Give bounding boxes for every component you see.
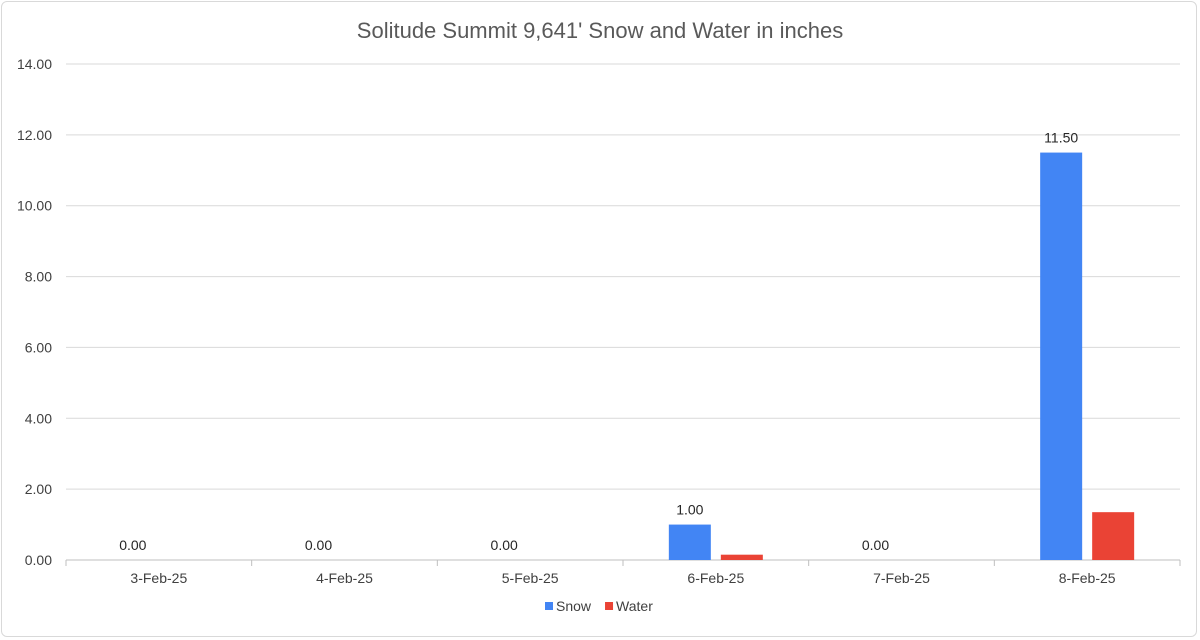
x-axis-categories: 3-Feb-25 4-Feb-25 5-Feb-25 6-Feb-25 7-Feb-25… [65, 560, 1181, 586]
legend-label-snow: Snow [556, 598, 592, 614]
x-category-label: 8-Feb-25 [1059, 570, 1116, 586]
x-category-label: 6-Feb-25 [687, 570, 744, 586]
y-tick-label: 14.00 [17, 56, 52, 72]
gridlines [66, 63, 1180, 561]
y-axis-ticks: 0.00 2.00 4.00 6.00 8.00 10.00 12.00 14.00 [17, 56, 52, 568]
data-label-snow: 1.00 [676, 502, 703, 518]
data-label-snow: 0.00 [862, 537, 889, 553]
legend-swatch-snow [545, 602, 553, 610]
data-label-snow: 11.50 [1044, 130, 1078, 146]
y-tick-label: 8.00 [25, 269, 52, 285]
data-label-snow: 0.00 [305, 537, 332, 553]
bar-water-5 [1092, 512, 1135, 560]
legend: Snow Water [545, 598, 653, 614]
x-category-label: 3-Feb-25 [130, 570, 187, 586]
chart-title: Solitude Summit 9,641' Snow and Water in… [357, 18, 843, 43]
legend-swatch-water [605, 602, 614, 610]
data-labels: 0.00 0.00 0.00 1.00 0.00 11.50 [119, 130, 1078, 553]
legend-label-water: Water [616, 598, 653, 614]
y-tick-label: 4.00 [25, 410, 52, 426]
y-tick-label: 12.00 [17, 127, 52, 143]
data-label-snow: 0.00 [119, 537, 146, 553]
x-category-label: 4-Feb-25 [316, 570, 373, 586]
bar-snow-5 [1040, 152, 1083, 561]
y-tick-label: 2.00 [25, 481, 52, 497]
bar-snow-3 [668, 524, 711, 560]
y-tick-label: 10.00 [17, 198, 52, 214]
bar-water-3 [720, 554, 763, 560]
x-category-label: 5-Feb-25 [502, 570, 559, 586]
y-tick-label: 0.00 [25, 552, 52, 568]
data-label-snow: 0.00 [491, 537, 518, 553]
x-category-label: 7-Feb-25 [873, 570, 930, 586]
y-tick-label: 6.00 [25, 339, 52, 355]
bars [668, 152, 1135, 561]
